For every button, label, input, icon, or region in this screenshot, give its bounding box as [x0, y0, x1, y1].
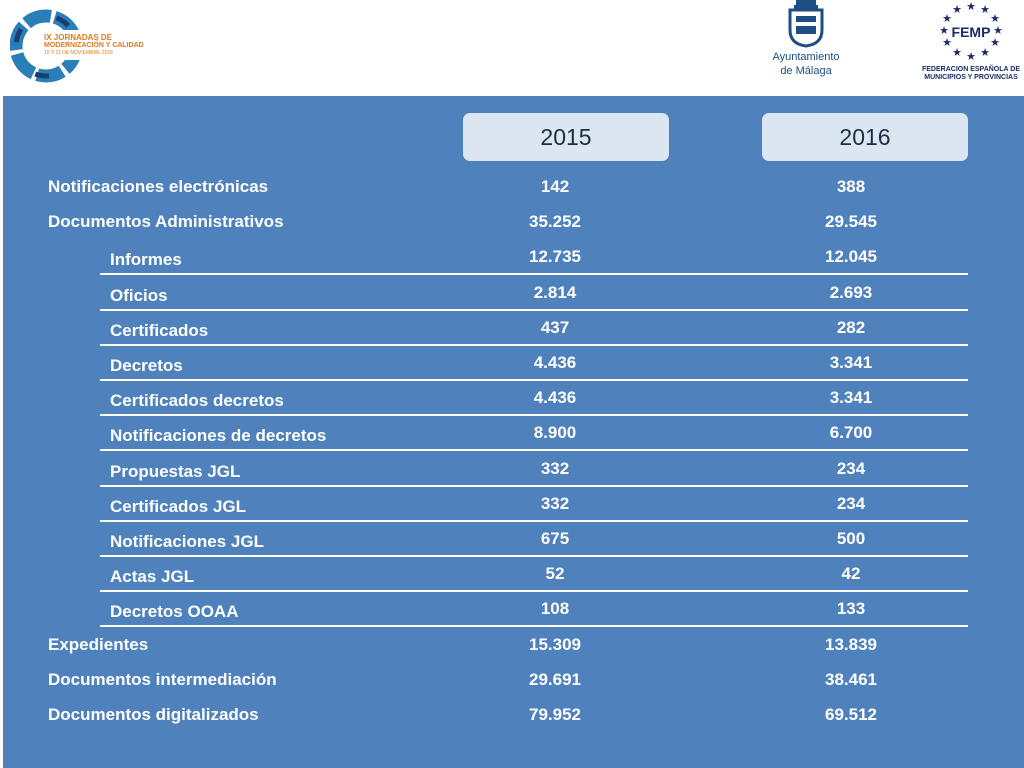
value-2016: 234 — [836, 493, 866, 513]
value-2015: 79.952 — [529, 705, 581, 724]
femp-stars-icon: ★ ★ ★ ★ ★ ★ ★ ★ ★ ★ ★ ★ FEMP — [939, 0, 1003, 63]
svg-text:★: ★ — [966, 0, 976, 13]
row-divider — [100, 590, 968, 593]
row-divider — [100, 555, 968, 557]
row-label: Decretos OOAA — [110, 602, 239, 622]
value-2015: 4.436 — [533, 388, 577, 408]
value-2016: 6.700 — [829, 423, 873, 443]
svg-text:★: ★ — [980, 3, 990, 16]
value-2016: 388 — [836, 177, 866, 196]
femp-acronym: FEMP — [952, 24, 991, 40]
row-label: Certificados — [110, 320, 209, 340]
row-label: Expedientes — [48, 634, 149, 654]
jornadas-ring-icon — [9, 9, 106, 83]
row-divider — [100, 625, 968, 628]
value-2016: 13.839 — [825, 634, 877, 654]
row-divider — [100, 519, 968, 522]
svg-text:★: ★ — [942, 36, 952, 49]
value-2015: 52 — [545, 564, 565, 584]
jornadas-line-3: 10 Y 11 DE NOVIEMBRE 2016 — [44, 50, 113, 56]
value-2015: 35.252 — [529, 212, 581, 232]
row-divider — [100, 484, 968, 487]
svg-text:★: ★ — [980, 46, 990, 59]
row-label: Certificados decretos — [110, 391, 284, 411]
value-2016: 2.693 — [829, 282, 873, 302]
value-2015: 29.691 — [529, 669, 581, 689]
value-2015: 675 — [540, 529, 570, 548]
value-2015: 332 — [540, 458, 570, 478]
svg-text:★: ★ — [993, 24, 1003, 37]
jornadas-title: IX JORNADAS DE MODERNIZACIÓN Y CALIDAD 1… — [44, 33, 144, 56]
value-2015: 142 — [540, 177, 570, 196]
row-label: Documentos digitalizados — [48, 705, 259, 724]
row-divider — [100, 414, 968, 417]
value-2016: 3.341 — [829, 353, 873, 372]
femp-line-1: FEDERACION ESPAÑOLA DE — [921, 66, 1020, 73]
column-header-2015: 2015 — [463, 113, 669, 161]
value-2016: 42 — [841, 564, 861, 584]
row-label: Informes — [110, 250, 182, 270]
ayuntamiento-line-1: Ayuntamiento — [772, 51, 840, 63]
jornadas-line-1: IX JORNADAS DE — [44, 33, 113, 42]
svg-text:★: ★ — [966, 50, 976, 63]
value-2015: 2.814 — [533, 282, 577, 302]
svg-text:★: ★ — [952, 3, 962, 16]
row-divider — [100, 343, 968, 346]
row-label: Notificaciones de decretos — [110, 426, 327, 446]
svg-text:★: ★ — [952, 46, 962, 59]
row-label: Oficios — [110, 285, 168, 305]
row-label: Notificaciones JGL — [110, 532, 264, 551]
value-2015: 12.735 — [529, 247, 581, 267]
header: IX JORNADAS DE MODERNIZACIÓN Y CALIDAD 1… — [0, 0, 1024, 96]
row-divider — [100, 449, 968, 452]
row-label: Propuestas JGL — [110, 461, 241, 481]
row-label: Actas JGL — [110, 567, 195, 587]
value-2015: 437 — [540, 317, 570, 337]
value-2016: 12.045 — [825, 247, 877, 267]
value-2016: 234 — [836, 458, 866, 478]
row-divider — [100, 308, 968, 311]
ayuntamiento-line-2: de Málaga — [780, 65, 832, 77]
svg-text:★: ★ — [942, 12, 952, 25]
row-divider — [100, 273, 968, 276]
value-2015: 108 — [540, 599, 570, 619]
value-2016: 500 — [836, 529, 866, 548]
value-2015: 15.309 — [529, 634, 581, 654]
value-2015: 332 — [540, 493, 570, 513]
svg-text:★: ★ — [939, 24, 949, 37]
femp-logo: ★ ★ ★ ★ ★ ★ ★ ★ ★ ★ ★ ★ FEMP FEDERACION … — [918, 0, 1024, 88]
row-label: Documentos intermediación — [48, 669, 277, 689]
svg-text:★: ★ — [990, 12, 1000, 25]
value-2016: 133 — [836, 599, 866, 619]
value-2015: 4.436 — [533, 353, 577, 372]
value-2016: 3.341 — [829, 388, 873, 408]
value-2016: 38.461 — [825, 669, 877, 689]
jornadas-line-2: MODERNIZACIÓN Y CALIDAD — [44, 42, 144, 49]
svg-text:★: ★ — [990, 36, 1000, 49]
row-divider — [100, 379, 968, 381]
ayuntamiento-logo: Ayuntamiento de Málaga — [760, 0, 852, 88]
ayuntamiento-name: Ayuntamiento de Málaga — [760, 50, 852, 78]
row-label: Notificaciones electrónicas — [48, 177, 269, 196]
femp-name: FEDERACION ESPAÑOLA DE MUNICIPIOS Y PROV… — [918, 66, 1024, 82]
jornadas-logo: IX JORNADAS DE MODERNIZACIÓN Y CALIDAD 1… — [9, 4, 160, 84]
value-2016: 69.512 — [825, 705, 877, 724]
column-header-2016: 2016 — [762, 113, 968, 161]
row-label: Certificados JGL — [110, 496, 247, 516]
coat-of-arms-icon — [788, 0, 824, 48]
row-label: Decretos — [110, 356, 183, 375]
value-2015: 8.900 — [533, 423, 577, 443]
value-2016: 282 — [836, 317, 866, 337]
value-2016: 29.545 — [825, 212, 877, 232]
data-table-panel: 2015 2016 Notificaciones electrónicas 142… — [3, 96, 1024, 768]
femp-line-2: MUNICIPIOS Y PROVINCIAS — [924, 74, 1018, 81]
row-label: Documentos Administrativos — [48, 212, 284, 232]
